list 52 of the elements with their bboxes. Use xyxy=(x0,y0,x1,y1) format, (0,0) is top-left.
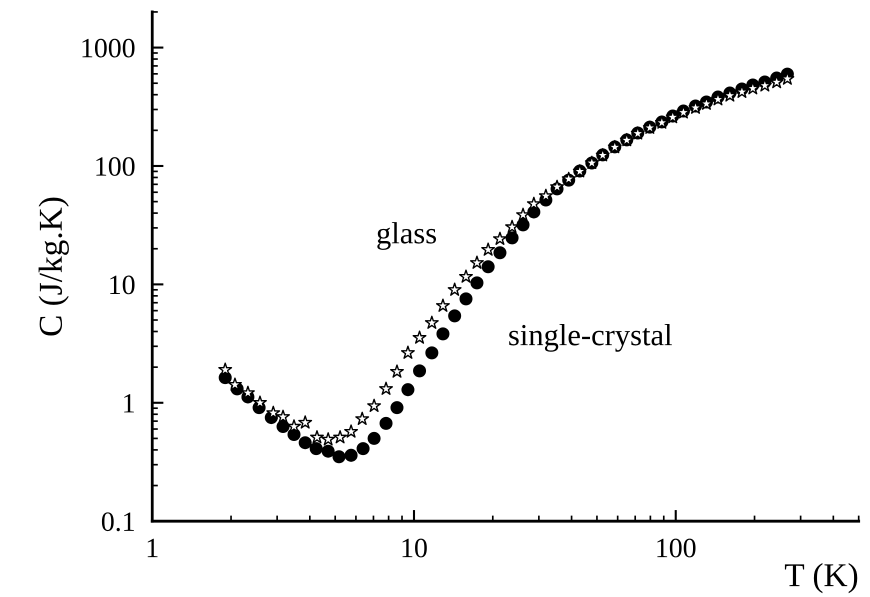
point xyxy=(332,450,346,464)
x-tick-label: 10 xyxy=(402,538,427,558)
point xyxy=(390,364,404,378)
point xyxy=(322,444,335,458)
y-tick-label: 10 xyxy=(110,276,135,294)
y-tick-label: 1 xyxy=(124,394,134,412)
point xyxy=(459,269,473,283)
point xyxy=(436,298,450,312)
point xyxy=(481,242,496,256)
point xyxy=(344,424,358,438)
y-tick-label: 0.1 xyxy=(102,512,134,532)
point xyxy=(436,327,450,340)
point xyxy=(413,364,426,378)
point xyxy=(355,412,370,425)
x-axis-title: T (K) xyxy=(784,563,858,594)
point xyxy=(412,330,426,344)
point xyxy=(368,432,381,445)
y-axis-title: C (J/kg.K) xyxy=(38,198,69,336)
point xyxy=(380,416,393,430)
point xyxy=(506,231,519,244)
point xyxy=(276,420,290,434)
y-tick-label: 1000 xyxy=(82,38,135,58)
point xyxy=(448,282,462,296)
series-label: glass xyxy=(377,222,436,250)
point xyxy=(298,436,312,450)
x-tick-label: 1 xyxy=(148,538,158,558)
y-tick-label: 100 xyxy=(96,157,135,176)
point xyxy=(493,246,506,260)
point xyxy=(459,292,472,306)
point xyxy=(516,218,530,232)
point xyxy=(298,415,312,429)
point xyxy=(424,316,439,329)
point xyxy=(356,442,370,456)
point xyxy=(401,383,414,396)
point xyxy=(390,401,404,414)
point xyxy=(400,346,415,359)
point xyxy=(482,260,495,274)
series-label: single-crystal xyxy=(509,324,672,352)
point xyxy=(310,430,324,444)
point xyxy=(333,430,348,444)
point xyxy=(492,232,507,245)
point xyxy=(310,442,323,456)
point xyxy=(344,448,358,462)
x-tick-label: 100 xyxy=(657,538,696,558)
point xyxy=(470,256,484,269)
point xyxy=(470,276,484,290)
point xyxy=(276,410,290,423)
point xyxy=(367,398,382,412)
point xyxy=(321,432,336,446)
point xyxy=(379,382,393,395)
point xyxy=(425,346,438,360)
point xyxy=(448,309,462,322)
